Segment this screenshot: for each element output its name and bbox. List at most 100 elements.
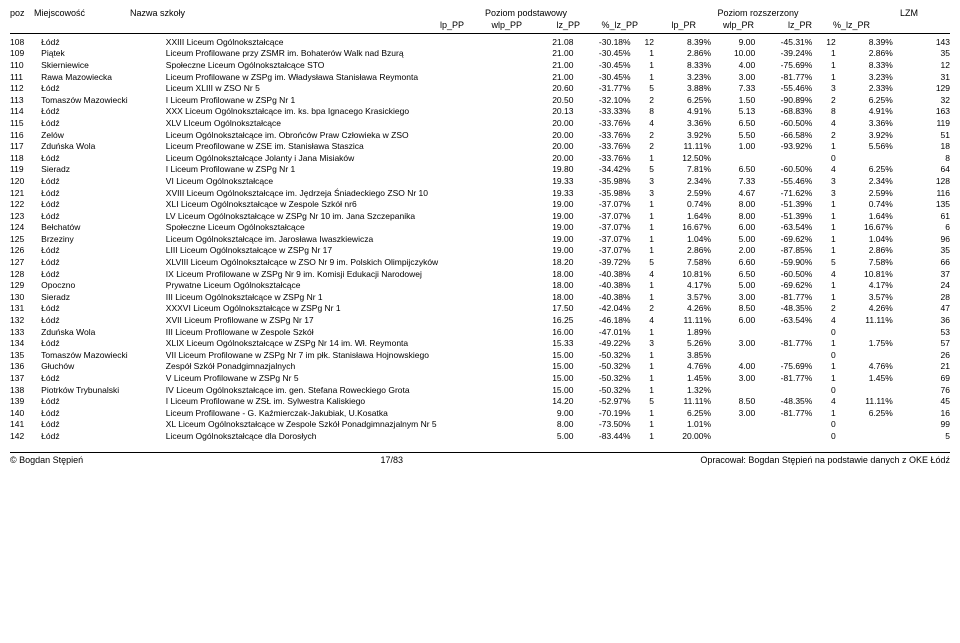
cell-wlpPR: -93.92% <box>755 140 812 152</box>
cell-pctPR: 2.34% <box>836 175 893 187</box>
cell-lzPP: 4 <box>631 314 654 326</box>
cell-lpPR: 7.33 <box>711 175 755 187</box>
data-table: 108ŁódźXXIII Liceum Ogólnokształcące21.0… <box>10 36 950 442</box>
cell-miejsc: Łódź <box>41 314 166 326</box>
cell-wlpPR: -48.35% <box>755 395 812 407</box>
cell-wlpPP: -37.07% <box>573 233 630 245</box>
cell-lzm: 35 <box>893 48 950 60</box>
cell-lzPR: 1 <box>812 140 835 152</box>
cell-pos: 142 <box>10 430 41 442</box>
cell-lpPR: 5.13 <box>711 106 755 118</box>
cell-wlpPR: -55.46% <box>755 175 812 187</box>
cell-wlpPP: -31.77% <box>573 82 630 94</box>
table-row: 118ŁódźLiceum Ogólnokształcące Jolanty i… <box>10 152 950 164</box>
cell-lpPR: 6.50 <box>711 164 755 176</box>
cell-wlpPP: -49.22% <box>573 337 630 349</box>
cell-miejsc: Łódź <box>41 407 166 419</box>
cell-miejsc: Łódź <box>41 419 166 431</box>
footer-right: Opracował: Bogdan Stępień na podstawie d… <box>700 455 950 465</box>
cell-lpPP: 15.00 <box>529 361 573 373</box>
cell-wlpPR <box>755 419 812 431</box>
cell-pctPP: 11.11% <box>654 140 711 152</box>
cell-pos: 139 <box>10 395 41 407</box>
cell-miejsc: Łódź <box>41 337 166 349</box>
cell-pctPP: 4.17% <box>654 279 711 291</box>
cell-lzm: 35 <box>893 245 950 257</box>
cell-wlpPR <box>755 430 812 442</box>
cell-wlpPR: -60.50% <box>755 164 812 176</box>
cell-pctPR: 11.11% <box>836 314 893 326</box>
cell-lpPR: 5.00 <box>711 279 755 291</box>
cell-wlpPR: -45.31% <box>755 36 812 48</box>
cell-wlpPP: -40.38% <box>573 268 630 280</box>
cell-pctPR: 1.64% <box>836 210 893 222</box>
cell-pos: 128 <box>10 268 41 280</box>
cell-pctPP: 12.50% <box>654 152 711 164</box>
cell-miejsc: Łódź <box>41 106 166 118</box>
cell-lzPP: 1 <box>631 361 654 373</box>
cell-lzPR: 1 <box>812 71 835 83</box>
cell-lzm: 66 <box>893 256 950 268</box>
table-row: 134ŁódźXLIX Liceum Ogólnokształcące w ZS… <box>10 337 950 349</box>
cell-pctPR: 0.74% <box>836 198 893 210</box>
cell-nazwa: Liceum Ogólnokształcące Jolanty i Jana M… <box>166 152 530 164</box>
cell-lzPR: 5 <box>812 256 835 268</box>
cell-pos: 115 <box>10 117 41 129</box>
cell-lzm: 64 <box>893 164 950 176</box>
cell-lpPR: 8.50 <box>711 395 755 407</box>
cell-pctPP: 0.74% <box>654 198 711 210</box>
cell-lzPP: 1 <box>631 419 654 431</box>
cell-lzPR: 4 <box>812 314 835 326</box>
cell-pos: 133 <box>10 326 41 338</box>
cell-lzPP: 3 <box>631 187 654 199</box>
sub-wlpPP: wlp_PP <box>468 20 526 30</box>
cell-lzPR: 1 <box>812 279 835 291</box>
cell-lpPP: 20.00 <box>529 140 573 152</box>
sub-wlpPR: wlp_PR <box>700 20 758 30</box>
cell-wlpPP: -30.45% <box>573 71 630 83</box>
cell-pctPR: 4.91% <box>836 106 893 118</box>
cell-lpPR <box>711 326 755 338</box>
cell-pos: 108 <box>10 36 41 48</box>
cell-miejsc: Zelów <box>41 129 166 141</box>
cell-pctPP: 3.36% <box>654 117 711 129</box>
cell-lzPR: 1 <box>812 48 835 60</box>
cell-wlpPP: -70.19% <box>573 407 630 419</box>
cell-wlpPP: -33.33% <box>573 106 630 118</box>
cell-pctPP: 6.25% <box>654 94 711 106</box>
cell-lpPP: 18.00 <box>529 268 573 280</box>
cell-lzm: 135 <box>893 198 950 210</box>
cell-wlpPR: -48.35% <box>755 303 812 315</box>
cell-nazwa: I Liceum Profilowane w ZSPg Nr 1 <box>166 164 530 176</box>
table-row: 135Tomaszów MazowieckiVII Liceum Profilo… <box>10 349 950 361</box>
cell-lzPP: 1 <box>631 222 654 234</box>
table-row: 110SkierniewiceSpołeczne Liceum Ogólnoks… <box>10 59 950 71</box>
cell-pos: 117 <box>10 140 41 152</box>
cell-lzPR: 0 <box>812 326 835 338</box>
cell-lpPR: 5.00 <box>711 233 755 245</box>
cell-miejsc: Zduńska Wola <box>41 326 166 338</box>
cell-miejsc: Rawa Mazowiecka <box>41 71 166 83</box>
cell-nazwa: IX Liceum Profilowane w ZSPg Nr 9 im. Ko… <box>166 268 530 280</box>
cell-lzm: 143 <box>893 36 950 48</box>
cell-wlpPP: -30.45% <box>573 48 630 60</box>
cell-lzPR: 1 <box>812 59 835 71</box>
cell-lpPP: 19.33 <box>529 187 573 199</box>
table-row: 121ŁódźXVIII Liceum Ogólnokształcące im.… <box>10 187 950 199</box>
cell-pos: 130 <box>10 291 41 303</box>
cell-pctPR: 3.92% <box>836 129 893 141</box>
cell-wlpPR: -39.24% <box>755 48 812 60</box>
cell-wlpPR: -69.62% <box>755 279 812 291</box>
footer-left: © Bogdan Stępień <box>10 455 83 465</box>
cell-miejsc: Łódź <box>41 82 166 94</box>
cell-nazwa: Zespół Szkół Ponadgimnazjalnych <box>166 361 530 373</box>
cell-pctPR: 1.45% <box>836 372 893 384</box>
cell-wlpPR: -75.69% <box>755 59 812 71</box>
cell-nazwa: XLVIII Liceum Ogólnokształcące w ZSO Nr … <box>166 256 530 268</box>
cell-lzPP: 5 <box>631 164 654 176</box>
cell-pctPP: 11.11% <box>654 395 711 407</box>
table-row: 131ŁódźXXXVI Liceum Ogólnokształcące w Z… <box>10 303 950 315</box>
cell-lzPR: 12 <box>812 36 835 48</box>
cell-lzm: 21 <box>893 361 950 373</box>
table-row: 126ŁódźLIII Liceum Ogólnokształcące w ZS… <box>10 245 950 257</box>
